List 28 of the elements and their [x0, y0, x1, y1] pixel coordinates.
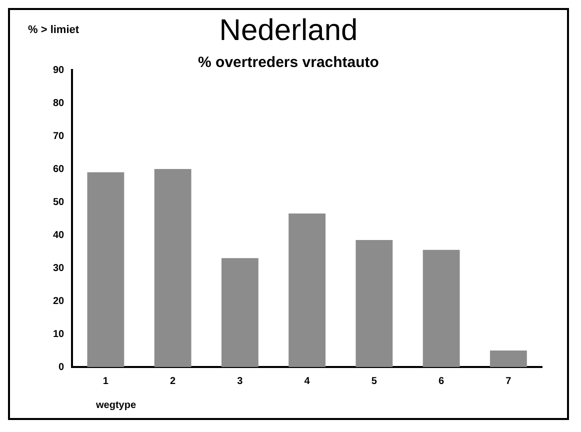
- x-axis-title: wegtype: [96, 400, 136, 411]
- bar: [288, 214, 326, 367]
- x-tick-label: 1: [102, 376, 109, 387]
- x-tick-label: 5: [371, 376, 378, 387]
- x-tick-label: 3: [237, 376, 244, 387]
- y-axis-title: % > limiet: [28, 24, 80, 36]
- y-tick-label: 80: [53, 98, 65, 109]
- y-tick-label: 40: [53, 230, 65, 241]
- y-tick-label: 10: [53, 328, 65, 340]
- bar: [221, 258, 258, 367]
- bar: [490, 350, 527, 367]
- y-tick-label: 30: [53, 262, 65, 274]
- chart-subtitle: % overtreders vrachtauto: [198, 54, 379, 71]
- x-tick-label: 2: [170, 376, 176, 387]
- x-tick-label: 7: [506, 376, 512, 387]
- bar: [356, 240, 393, 367]
- bar: [154, 169, 192, 367]
- bar: [422, 250, 460, 367]
- y-tick-label: 70: [53, 130, 65, 142]
- x-tick-label: 6: [438, 376, 445, 387]
- y-tick-label: 60: [53, 164, 65, 175]
- y-tick-label: 90: [53, 64, 65, 76]
- y-tick-label: 50: [53, 196, 65, 208]
- y-tick-label: 0: [58, 362, 65, 373]
- chart-title: Nederland: [219, 14, 358, 47]
- y-tick-label: 20: [53, 296, 65, 307]
- bar: [87, 172, 124, 367]
- x-tick-label: 4: [304, 376, 310, 387]
